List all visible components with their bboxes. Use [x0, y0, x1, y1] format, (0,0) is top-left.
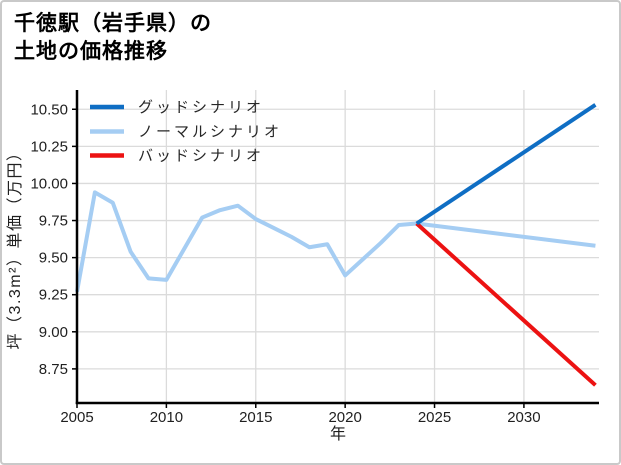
x-axis-label: 年: [330, 425, 346, 443]
x-tick-label: 2005: [60, 409, 93, 426]
x-tick-label: 2010: [150, 409, 183, 426]
y-axis-label: 坪（3.3m²）単価（万円）: [6, 144, 24, 350]
y-tick-label: 9.50: [39, 250, 68, 267]
legend-label: ノーマルシナリオ: [138, 124, 282, 141]
y-tick-label: 9.75: [39, 213, 68, 230]
y-tick-label: 9.00: [39, 324, 68, 341]
x-tick-label: 2030: [507, 409, 540, 426]
y-tick-label: 10.25: [30, 138, 68, 155]
series-line-normal: [75, 190, 596, 293]
page-title: 千徳駅（岩手県）の 土地の価格推移: [14, 10, 212, 66]
legend-label: バッドシナリオ: [138, 148, 264, 165]
page-title-line2: 土地の価格推移: [14, 40, 168, 63]
y-tick-label: 9.25: [39, 287, 68, 304]
y-tick-label: 8.75: [39, 361, 68, 378]
x-tick-label: 2015: [239, 409, 272, 426]
page-title-line1: 千徳駅（岩手県）の: [14, 12, 212, 35]
series-line-bad: [415, 222, 597, 387]
x-tick-label: 2020: [328, 409, 361, 426]
series-line-good: [415, 103, 597, 226]
y-tick-label: 10.50: [30, 101, 68, 118]
legend-label: グッドシナリオ: [138, 99, 264, 116]
x-tick-label: 2025: [418, 409, 451, 426]
y-tick-label: 10.00: [30, 175, 68, 192]
